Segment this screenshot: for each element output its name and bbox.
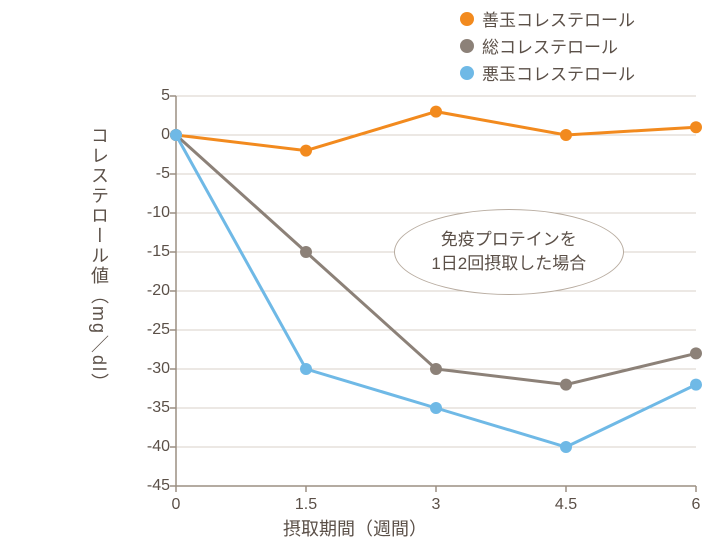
callout-line2: 1日2回摂取した場合: [431, 252, 586, 276]
y-tick-label: 0: [132, 126, 170, 144]
legend-marker-hdl: [460, 12, 474, 26]
legend-label-ldl: 悪玉コレステロール: [482, 60, 635, 85]
y-tick-label: -30: [132, 360, 170, 378]
legend-marker-total: [460, 39, 474, 53]
legend-item-ldl: 悪玉コレステロール: [460, 60, 635, 85]
x-tick-labels: 0 1.5 3 4.5 6: [130, 492, 706, 516]
y-tick-label: -35: [132, 399, 170, 417]
legend-item-total: 総コレステロール: [460, 33, 635, 58]
chart-svg: [130, 86, 706, 514]
x-tick-label: 1.5: [295, 496, 317, 514]
x-tick-label: 4.5: [555, 496, 577, 514]
x-tick-label: 0: [172, 496, 181, 514]
x-tick-label: 3: [432, 496, 441, 514]
y-tick-label: -25: [132, 321, 170, 339]
callout-bubble: 免疫プロテインを 1日2回摂取した場合: [394, 209, 624, 295]
y-tick-label: -20: [132, 282, 170, 300]
y-axis-label: コレステロール値（mg／dl）: [86, 126, 112, 393]
line-chart: 50-5-10-15-20-25-30-35-40-45 01.534.56 免…: [130, 86, 706, 519]
y-tick-label: 5: [132, 87, 170, 105]
x-tick-label: 6: [692, 496, 701, 514]
legend-item-hdl: 善玉コレステロール: [460, 6, 635, 31]
y-tick-label: -10: [132, 204, 170, 222]
y-axis-label-main: コレステロール値: [89, 126, 109, 286]
legend: 善玉コレステロール 総コレステロール 悪玉コレステロール: [460, 6, 635, 87]
callout-line1: 免疫プロテインを: [431, 228, 586, 252]
legend-marker-ldl: [460, 66, 474, 80]
y-tick-label: -15: [132, 243, 170, 261]
y-axis-label-unit: （mg／dl）: [89, 286, 109, 393]
legend-label-total: 総コレステロール: [482, 33, 618, 58]
legend-label-hdl: 善玉コレステロール: [482, 6, 635, 31]
y-tick-label: -5: [132, 165, 170, 183]
y-tick-labels: 50-5-10-15-20-25-30-35-40-45: [130, 86, 176, 514]
y-tick-label: -40: [132, 438, 170, 456]
